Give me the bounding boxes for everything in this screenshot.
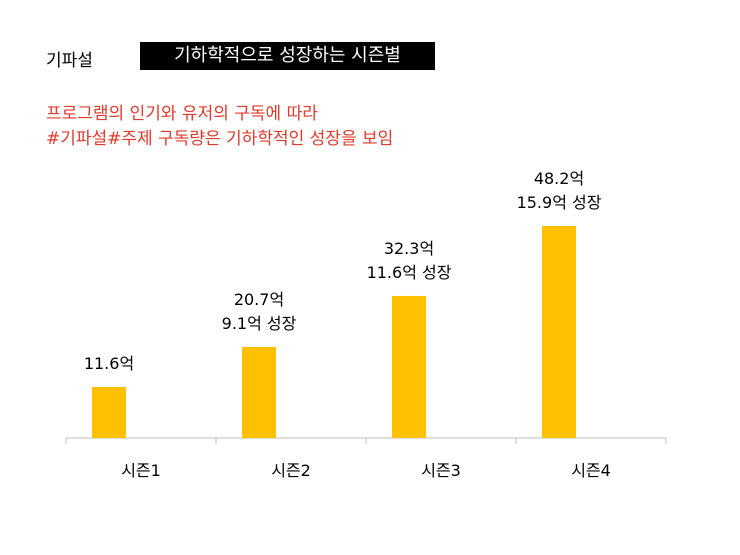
data-label-2-2: 9.1억 성장 xyxy=(222,314,297,333)
data-label-2-1: 20.7억 xyxy=(234,290,284,309)
page-title: 기하학적으로 성장하는 시즌별 xyxy=(140,42,435,70)
data-label-4-1: 48.2억 xyxy=(534,169,584,188)
subtitle-line-1: 프로그램의 인기와 유저의 구독에 따라 xyxy=(46,104,318,124)
x-tick-label-4: 시즌4 xyxy=(571,461,611,480)
data-label-1-1: 11.6억 xyxy=(84,354,134,373)
x-tick-label-1: 시즌1 xyxy=(121,461,161,480)
brand-label: 기파설 xyxy=(46,51,93,71)
subtitle-line-2: #기파설#주제 구독량은 기하학적인 성장을 보임 xyxy=(46,129,394,149)
bar-2 xyxy=(242,346,276,438)
data-label-3-1: 32.3억 xyxy=(384,239,434,258)
x-tick-label-2: 시즌2 xyxy=(271,461,311,480)
bar-1 xyxy=(92,386,126,438)
data-label-3-2: 11.6억 성장 xyxy=(367,263,452,282)
data-label-4-2: 15.9억 성장 xyxy=(517,193,602,212)
chart-subtitle: 프로그램의 인기와 유저의 구독에 따라 #기파설#주제 구독량은 기하학적인 … xyxy=(46,102,393,152)
bar-3 xyxy=(392,295,426,438)
x-tick-label-3: 시즌3 xyxy=(421,461,461,480)
bar-4 xyxy=(542,226,576,438)
